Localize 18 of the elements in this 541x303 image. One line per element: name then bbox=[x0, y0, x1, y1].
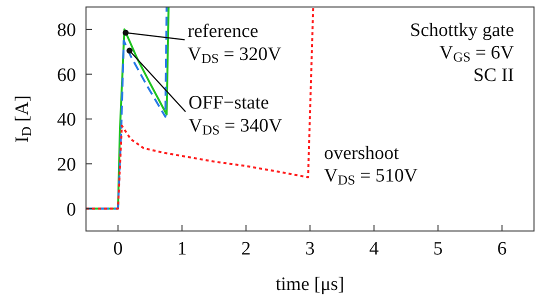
x-tick-label: 1 bbox=[177, 238, 187, 260]
x-tick-label: 6 bbox=[497, 238, 507, 260]
y-tick-label: 40 bbox=[57, 110, 76, 131]
y-tick-label: 60 bbox=[57, 64, 76, 86]
annotation: reference V$_{DS}$ = 320V bbox=[188, 20, 282, 66]
line-series bbox=[86, 7, 314, 210]
x-tick-label: 5 bbox=[433, 238, 443, 260]
x-tick-label: 4 bbox=[369, 238, 380, 260]
annotation: Schottky gate V$_{GS}$ = 6V SC II bbox=[410, 20, 514, 86]
y-tick-label: 0 bbox=[66, 199, 76, 220]
x-axis-title: time [μs] bbox=[276, 274, 344, 295]
x-tick-label: 3 bbox=[305, 238, 315, 260]
annotation: OFF−state V$_{DS}$ = 340V bbox=[188, 92, 282, 138]
annotation: overshoot V$_{DS}$ = 510V bbox=[324, 143, 418, 188]
y-tick-label: 20 bbox=[57, 154, 76, 176]
y-tick-label: 80 bbox=[57, 20, 76, 42]
x-tick-label: 0 bbox=[113, 238, 123, 260]
x-tick-label: 2 bbox=[241, 238, 251, 260]
